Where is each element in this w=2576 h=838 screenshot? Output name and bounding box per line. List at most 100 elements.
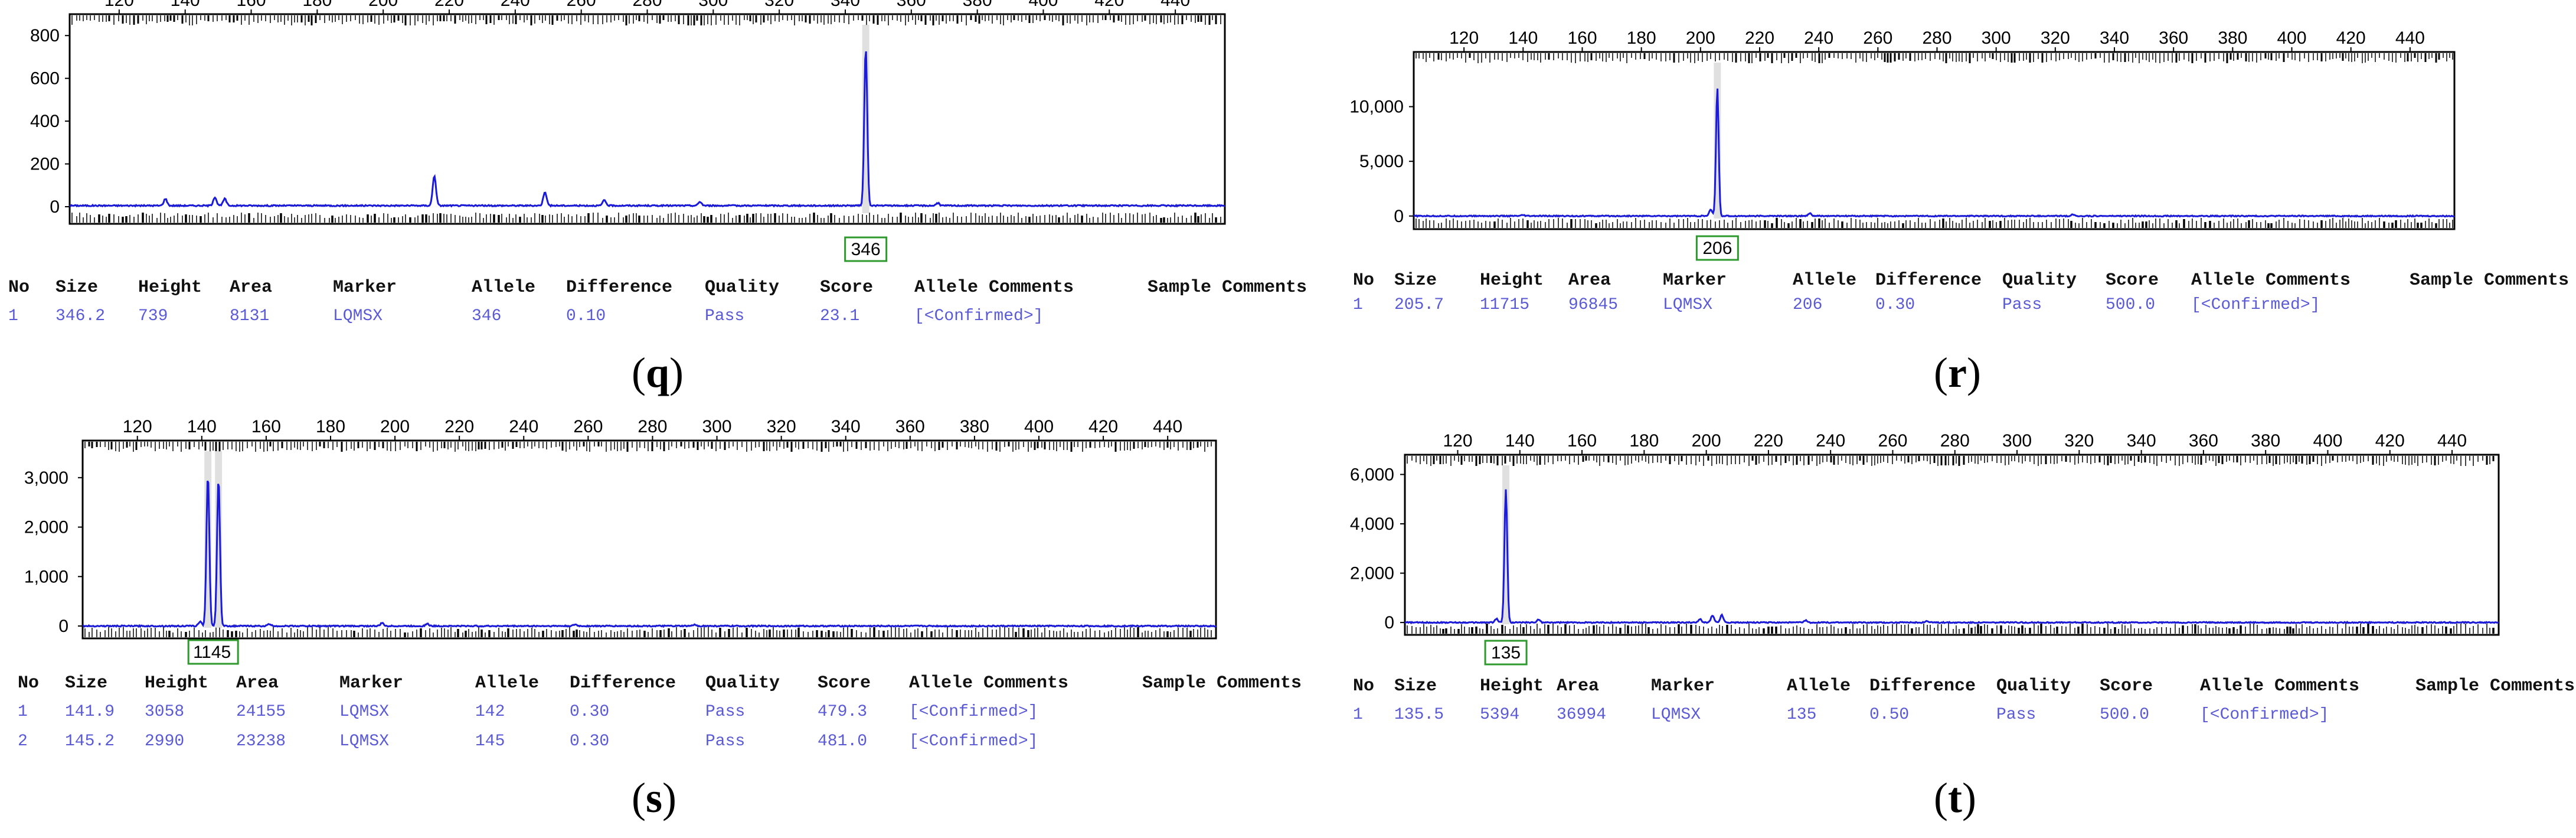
table-cell: 0.30 bbox=[570, 703, 610, 721]
allele-call-box bbox=[1484, 640, 1528, 666]
table-cell: Pass bbox=[2002, 296, 2042, 314]
y-tick-label: 6,000 bbox=[1350, 465, 1394, 484]
x-tick-label: 280 bbox=[632, 0, 662, 10]
table-cell: 96845 bbox=[1568, 296, 1619, 314]
table-header-cell: Allele bbox=[472, 278, 536, 298]
y-tick-label: 200 bbox=[30, 155, 60, 174]
x-tick-label: 420 bbox=[1094, 0, 1124, 10]
table-header-cell: Height bbox=[1480, 676, 1544, 696]
x-tick-label: 440 bbox=[1153, 417, 1182, 436]
x-tick-label: 240 bbox=[1804, 28, 1833, 48]
y-tick-label: 600 bbox=[30, 69, 60, 89]
table-header-cell: No bbox=[18, 673, 40, 693]
plot-frame bbox=[81, 439, 1217, 640]
table-cell: [<Confirmed>] bbox=[909, 732, 1038, 751]
x-tick-label: 420 bbox=[2336, 28, 2366, 48]
x-tick-label: 200 bbox=[1692, 431, 1721, 451]
electropherogram-chart-r: 120 140 160 180 200 220 240 260 280 300 320 340 360 3… bbox=[1349, 28, 2456, 261]
x-tick-label: 360 bbox=[897, 0, 926, 10]
x-tick-label: 380 bbox=[2218, 28, 2247, 48]
table-cell: 481.0 bbox=[818, 732, 868, 751]
table-header-cell: Area bbox=[1568, 270, 1611, 291]
table-header-cell: Size bbox=[1394, 676, 1437, 696]
x-tick-label: 420 bbox=[2375, 431, 2405, 451]
table-cell: 206 bbox=[1793, 296, 1823, 314]
y-tick-label: 0 bbox=[1394, 207, 1404, 226]
table-cell: 135.5 bbox=[1394, 706, 1444, 724]
x-tick-label: 240 bbox=[509, 417, 538, 436]
table-cell: 23.1 bbox=[820, 307, 860, 325]
x-tick-label: 420 bbox=[1088, 417, 1118, 436]
table-cell: Pass bbox=[705, 703, 746, 721]
table-header-cell: Size bbox=[55, 278, 99, 298]
table-cell: Pass bbox=[1996, 706, 2036, 724]
table-header-cell: No bbox=[1353, 270, 1375, 291]
table-header-cell: Size bbox=[65, 673, 108, 693]
x-tick-label: 120 bbox=[123, 417, 152, 436]
x-tick-label: 120 bbox=[1443, 431, 1472, 451]
table-header-cell: Height bbox=[145, 673, 209, 693]
table-header-cell: Allele bbox=[1793, 270, 1857, 291]
allele-call-label: 346 bbox=[851, 240, 881, 259]
table-header-cell: Allele bbox=[1787, 676, 1851, 696]
panel-s: 120 140 160 180 200 220 240 260 280 300 320 340 360 3… bbox=[0, 417, 1322, 838]
x-tick-label: 140 bbox=[1508, 28, 1538, 48]
x-tick-label: 400 bbox=[2277, 28, 2307, 48]
table-cell: [<Confirmed>] bbox=[914, 307, 1044, 325]
x-tick-label: 360 bbox=[895, 417, 925, 436]
bottom-bin-strip bbox=[71, 213, 1221, 223]
table-header-cell: Score bbox=[2106, 270, 2159, 291]
x-tick-label: 260 bbox=[567, 0, 596, 10]
panel-r: 120 140 160 180 200 220 240 260 280 300 320 340 360 3… bbox=[1340, 0, 2576, 413]
x-tick-label: 160 bbox=[1567, 431, 1597, 451]
plot-frame bbox=[68, 13, 1226, 225]
x-tick-label: 380 bbox=[2251, 431, 2280, 451]
panel-label-r: (r) bbox=[1934, 349, 1981, 396]
table-header-cell: Marker bbox=[333, 278, 397, 298]
table-cell: 24155 bbox=[236, 703, 286, 721]
table-header-cell: Sample Comments bbox=[2415, 676, 2575, 696]
x-tick-label: 200 bbox=[368, 0, 398, 10]
x-tick-label: 400 bbox=[1028, 0, 1058, 10]
top-bin-strip bbox=[84, 442, 1212, 452]
table-cell: 36994 bbox=[1557, 706, 1607, 724]
table-header-cell: Size bbox=[1394, 270, 1437, 291]
x-tick-label: 340 bbox=[831, 417, 861, 436]
x-tick-label: 360 bbox=[2189, 431, 2218, 451]
table-cell: 145.2 bbox=[65, 732, 115, 751]
table-cell: 141.9 bbox=[65, 703, 115, 721]
table-header-cell: Marker bbox=[1651, 676, 1715, 696]
electropherogram-chart-q: 120 140 160 180 200 220 240 260 280 300 320 340 360 3… bbox=[30, 0, 1226, 262]
x-tick-label: 320 bbox=[764, 0, 794, 10]
allele-call-label: 206 bbox=[1702, 239, 1732, 258]
x-tick-label: 280 bbox=[1940, 431, 1970, 451]
x-tick-label: 340 bbox=[2127, 431, 2156, 451]
table-header-cell: Quality bbox=[705, 278, 780, 298]
table-header-cell: Difference bbox=[570, 673, 676, 693]
x-tick-label: 200 bbox=[380, 417, 410, 436]
table-cell: 3058 bbox=[145, 703, 185, 721]
table-cell: LQMSX bbox=[1663, 296, 1713, 314]
signal-trace bbox=[1404, 489, 2499, 625]
x-tick-label: 140 bbox=[171, 0, 200, 10]
x-tick-label: 220 bbox=[444, 417, 474, 436]
x-tick-label: 180 bbox=[1627, 28, 1656, 48]
table-cell: 1 bbox=[18, 703, 28, 721]
table-header-cell: No bbox=[1353, 676, 1375, 696]
table-cell: 500.0 bbox=[2100, 706, 2150, 724]
x-tick-label: 220 bbox=[1745, 28, 1774, 48]
y-tick-label: 0 bbox=[58, 617, 68, 636]
allele-call-label: 135 bbox=[1491, 643, 1521, 663]
y-tick-label: 0 bbox=[50, 197, 60, 217]
table-cell: [<Confirmed>] bbox=[2191, 296, 2320, 314]
allele-call-box bbox=[187, 639, 239, 665]
table-header-cell: Difference bbox=[566, 278, 673, 298]
plot-frame bbox=[1404, 454, 2500, 636]
table-cell: LQMSX bbox=[1651, 706, 1701, 724]
table-header-cell: Marker bbox=[1663, 270, 1727, 291]
y-tick-label: 0 bbox=[1384, 613, 1394, 632]
x-tick-label: 160 bbox=[1567, 28, 1597, 48]
x-tick-label: 260 bbox=[1878, 431, 1907, 451]
table-cell: 1 bbox=[1353, 296, 1363, 314]
panel-label-q: (q) bbox=[632, 349, 684, 396]
